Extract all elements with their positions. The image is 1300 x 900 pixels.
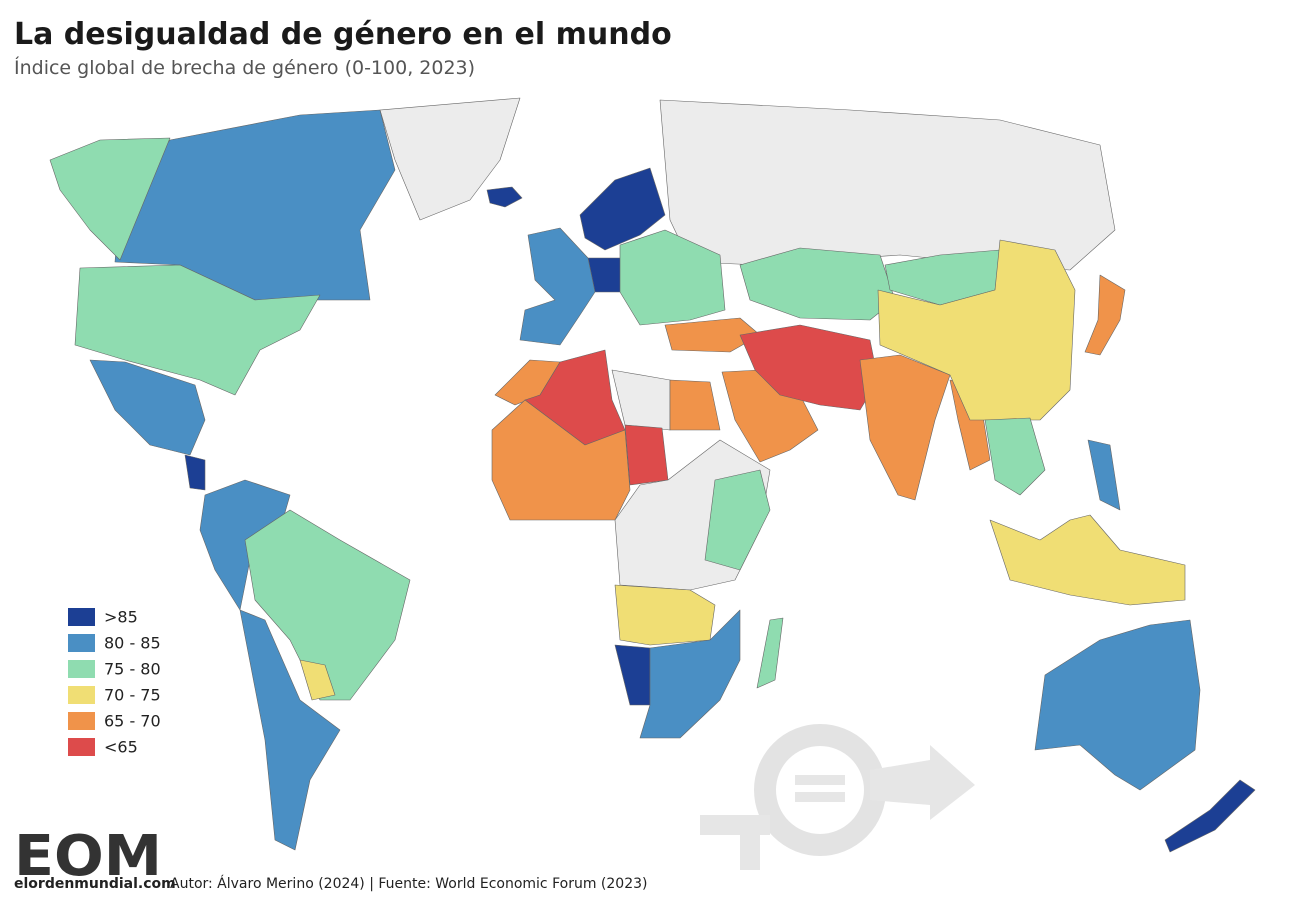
east-africa: [704, 469, 771, 571]
western-europe: [519, 227, 596, 346]
japan: [1084, 274, 1126, 356]
legend-label: 70 - 75: [104, 686, 161, 705]
egypt: [669, 379, 721, 431]
countries: [49, 97, 1256, 853]
eastern-europe: [619, 229, 726, 326]
india: [859, 354, 951, 501]
legend-label: 75 - 80: [104, 660, 161, 679]
central-asia: [739, 247, 896, 321]
legend-swatch: [68, 660, 95, 678]
china: [877, 239, 1076, 421]
subtitle: Índice global de brecha de género (0-100…: [14, 56, 475, 79]
new-zealand: [1164, 779, 1256, 853]
south-africa: [639, 609, 741, 739]
southeast-asia: [984, 417, 1046, 496]
usa: [74, 264, 321, 396]
namibia: [614, 644, 651, 706]
chad: [624, 424, 669, 486]
paraguay: [299, 659, 336, 701]
madagascar: [756, 617, 784, 689]
legend-label: >85: [104, 608, 138, 627]
logo-site: elordenmundial.com: [14, 876, 176, 892]
legend-swatch: [68, 712, 95, 730]
nordics: [579, 167, 666, 251]
indonesia: [989, 514, 1186, 606]
russia: [659, 99, 1116, 271]
legend-label: <65: [104, 738, 138, 757]
gender-symbol: [700, 724, 975, 870]
alaska: [49, 137, 171, 261]
credit: Autor: Álvaro Merino (2024) | Fuente: Wo…: [170, 875, 647, 892]
angola-zambia: [614, 584, 716, 646]
logo-mark: EOM: [14, 824, 162, 889]
legend: >85 80 - 85 75 - 80 70 - 75 65 - 70 <65: [68, 608, 161, 757]
brazil: [244, 509, 411, 701]
legend-swatch: [68, 686, 95, 704]
philippines: [1087, 439, 1121, 511]
legend-swatch: [68, 608, 95, 626]
nicaragua: [184, 454, 206, 491]
title: La desigualdad de género en el mundo: [14, 17, 672, 52]
legend-label: 65 - 70: [104, 712, 161, 731]
iran-afghanistan-pakistan: [739, 324, 879, 411]
legend-swatch: [68, 634, 95, 652]
legend-swatch: [68, 738, 95, 756]
australia: [1034, 619, 1201, 791]
mexico: [89, 359, 206, 456]
iceland: [486, 186, 523, 208]
greenland: [379, 97, 521, 221]
legend-label: 80 - 85: [104, 634, 161, 653]
southern-cone: [239, 609, 341, 851]
west-africa: [491, 399, 631, 521]
